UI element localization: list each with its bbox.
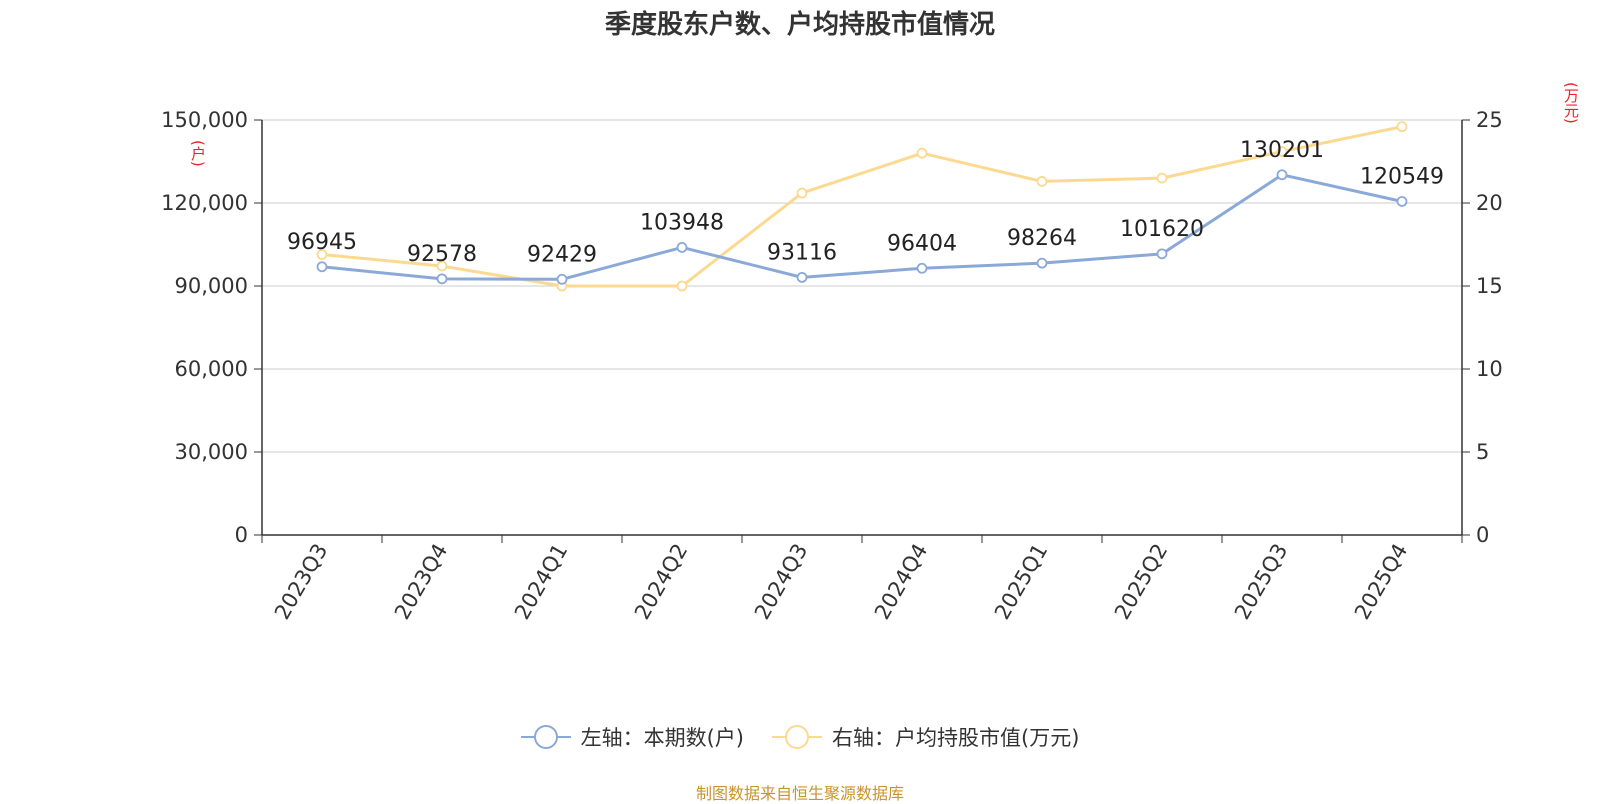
series-left-data-label: 92429 <box>527 242 597 267</box>
right-axis-tick-label: 5 <box>1476 440 1489 464</box>
series-right-point <box>436 260 448 272</box>
left-axis-unit: (户) <box>189 140 207 167</box>
x-axis-category-label: 2024Q1 <box>510 540 572 624</box>
series-left-point <box>436 273 448 285</box>
left-axis-tick-label: 150,000 <box>161 108 248 132</box>
legend-item-left-series[interactable]: 左轴：本期数(户) <box>520 722 744 752</box>
series-left-data-label: 93116 <box>767 240 837 265</box>
left-axis-tick-label: 120,000 <box>161 191 248 215</box>
x-axis-category-label: 2023Q3 <box>270 540 332 624</box>
left-axis-tick-label: 30,000 <box>175 440 248 464</box>
series-left-line <box>321 173 1403 281</box>
x-axis-category-label: 2025Q4 <box>1350 540 1412 624</box>
series-left-point <box>1396 196 1408 207</box>
series-right-line <box>321 125 1403 288</box>
right-axis-tick-label: 10 <box>1476 357 1503 381</box>
series-left-data-label: 92578 <box>407 242 477 267</box>
series-left-data-label: 120549 <box>1360 164 1444 189</box>
left-axis-tick-label: 60,000 <box>175 357 248 381</box>
series-left-data-label: 103948 <box>640 210 724 235</box>
series-right-point <box>1396 121 1408 133</box>
x-axis-category-label: 2024Q2 <box>630 540 692 624</box>
series-left-point <box>1036 257 1048 269</box>
series-right-point <box>796 187 808 199</box>
left-axis-tick-label: 0 <box>235 523 248 547</box>
series-left-point <box>676 242 688 253</box>
right-axis-tick-label: 0 <box>1476 523 1489 547</box>
series-right-point <box>676 280 688 292</box>
x-axis-category-label: 2023Q4 <box>390 540 452 624</box>
legend-label-left: 左轴：本期数(户) <box>580 726 744 750</box>
series-right-point <box>316 249 328 260</box>
series-left-point <box>1276 169 1288 181</box>
series-left-data-label: 130201 <box>1240 138 1324 163</box>
legend-item-right-series[interactable]: 右轴：户均持股市值(万元) <box>772 722 1079 752</box>
series-left-point <box>916 262 928 274</box>
chart-legend: 左轴：本期数(户) 右轴：户均持股市值(万元) <box>0 722 1600 752</box>
legend-marker-left-icon <box>520 724 571 750</box>
right-axis-tick-label: 20 <box>1476 191 1503 215</box>
x-axis-category-label: 2025Q2 <box>1110 540 1172 624</box>
x-axis-category-label: 2024Q3 <box>750 540 812 624</box>
x-axis-category-label: 2024Q4 <box>870 540 932 624</box>
x-axis-category-label: 2025Q3 <box>1230 540 1292 624</box>
data-source-note: 制图数据来自恒生聚源数据库 <box>695 784 904 803</box>
legend-label-right: 右轴：户均持股市值(万元) <box>832 726 1080 750</box>
series-left-point <box>1156 248 1168 260</box>
left-axis-tick-label: 90,000 <box>175 274 248 298</box>
series-left-data-label: 98264 <box>1007 226 1077 251</box>
series-right-point <box>916 147 928 159</box>
right-axis-tick-label: 25 <box>1476 108 1503 132</box>
series-left-data-label: 96945 <box>287 230 357 255</box>
right-axis-tick-label: 15 <box>1476 274 1503 298</box>
series-left-point <box>556 273 568 285</box>
series-right-point <box>1036 176 1048 187</box>
series-left-data-label: 96404 <box>887 231 957 256</box>
legend-marker-right-icon <box>772 724 822 750</box>
series-left-data-label: 101620 <box>1120 217 1204 242</box>
chart-title: 季度股东户数、户均持股市值情况 <box>604 10 995 40</box>
x-axis-category-label: 2025Q1 <box>990 540 1052 624</box>
series-right-point <box>1276 146 1288 157</box>
series-left-point <box>796 271 808 283</box>
right-axis-unit: (万元) <box>1562 82 1580 124</box>
series-left-point <box>316 261 328 273</box>
series-right-point <box>1156 172 1168 184</box>
